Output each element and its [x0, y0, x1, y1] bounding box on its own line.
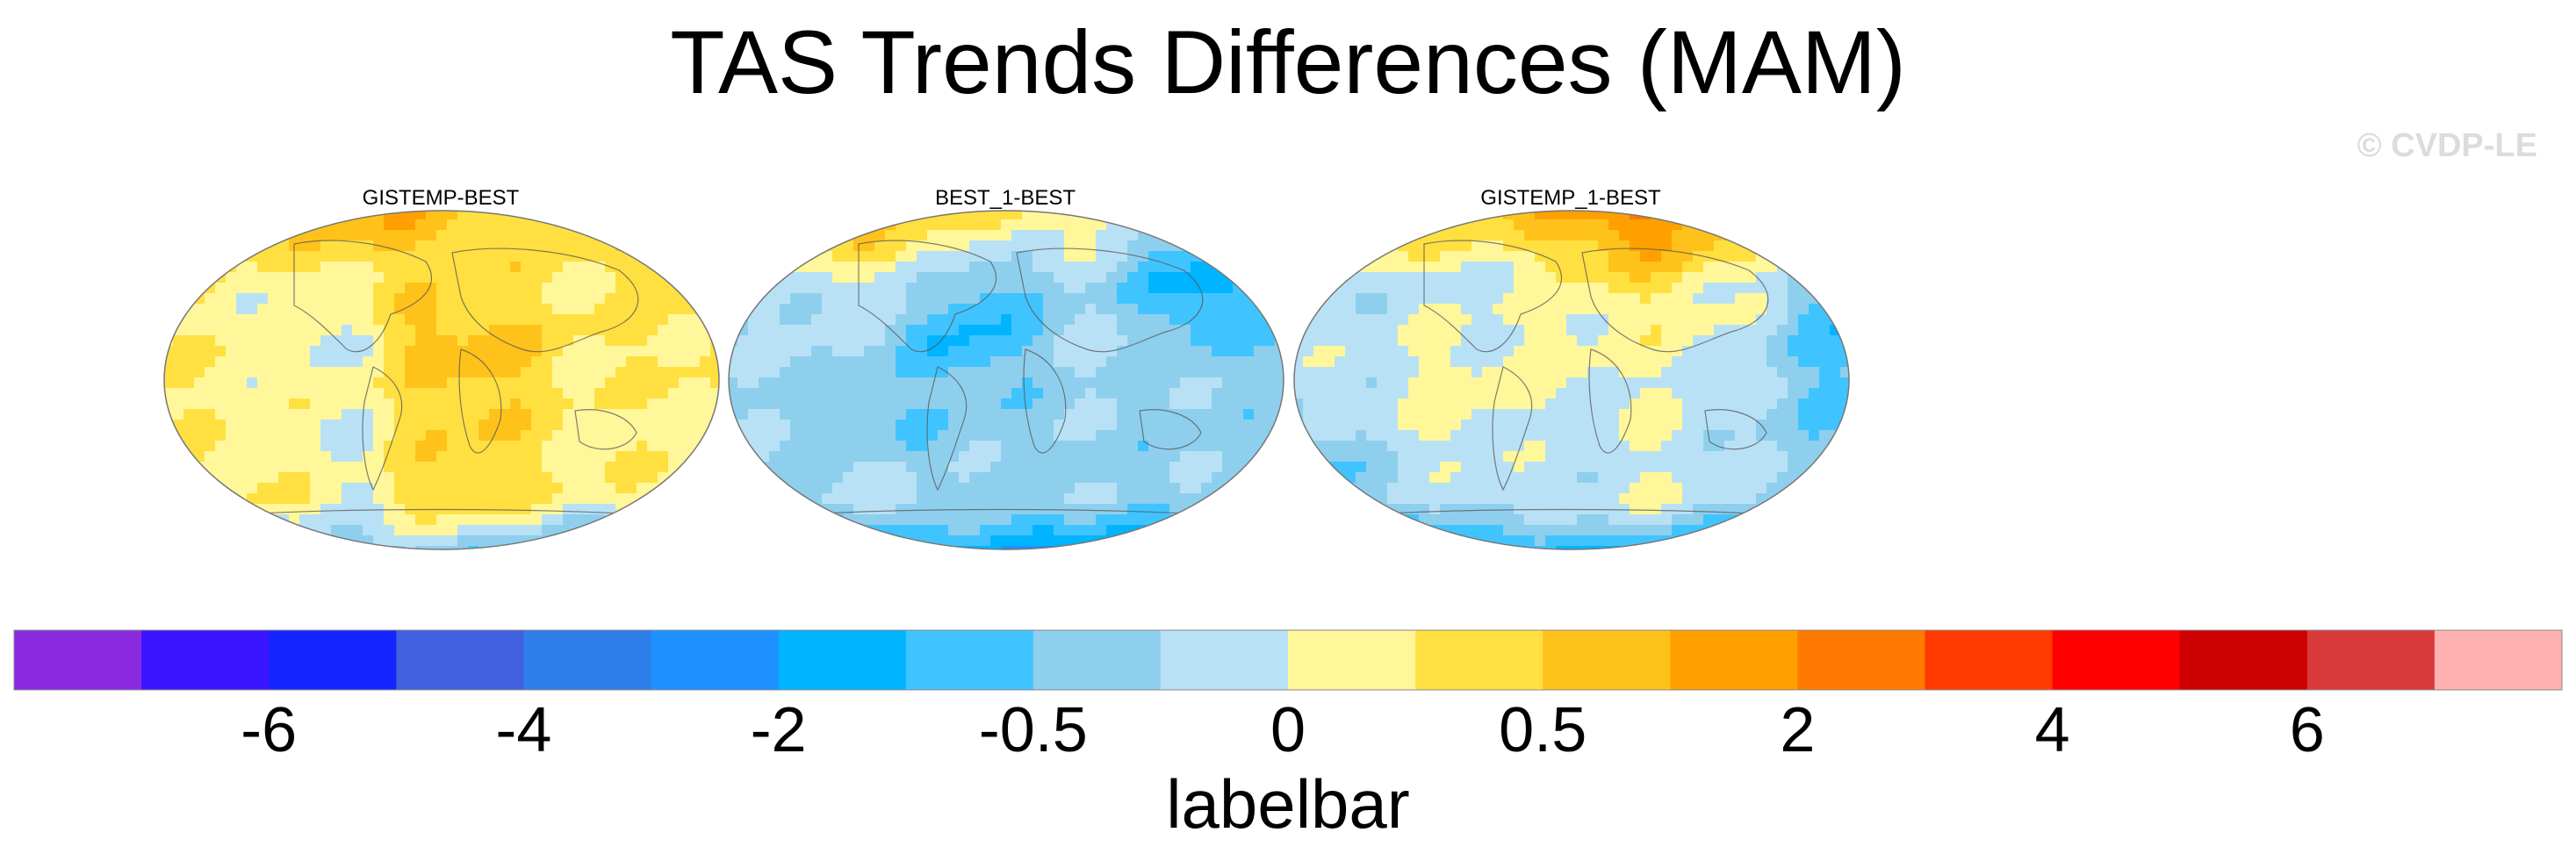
colorbar-tick-label: -0.5 [979, 695, 1088, 765]
colorbar-swatch [778, 630, 907, 690]
colorbar-swatch [905, 630, 1034, 690]
colorbar-swatch [1797, 630, 1925, 690]
colorbar-tick-label: 6 [2290, 695, 2325, 765]
colorbar-swatch [2434, 630, 2563, 690]
map-outline [728, 210, 1284, 550]
colorbar-swatch [1925, 630, 2054, 690]
colorbar-title: labelbar [1166, 765, 1410, 843]
map-outline [163, 210, 720, 550]
colorbar-swatch [1670, 630, 1798, 690]
map-panel-3 [1293, 210, 1850, 550]
colorbar-tick-label: 4 [2035, 695, 2070, 765]
colorbar-swatch [1288, 630, 1416, 690]
colorbar-swatch [1160, 630, 1289, 690]
colorbar-frame [13, 629, 2563, 691]
colorbar-swatch [523, 630, 651, 690]
colorbar-swatch [1415, 630, 1543, 690]
panel-title-3: GISTEMP_1-BEST [1480, 186, 1661, 210]
colorbar-tick-label: -4 [495, 695, 551, 765]
map-outline [1293, 210, 1850, 550]
colorbar-tick-label: 0 [1270, 695, 1306, 765]
colorbar-swatch [141, 630, 270, 690]
page-title: TAS Trends Differences (MAM) [670, 12, 1906, 112]
colorbar-swatch [651, 630, 780, 690]
watermark: © CVDP-LE [2357, 127, 2537, 164]
map-panel-1 [163, 210, 720, 550]
colorbar-swatch [14, 630, 142, 690]
colorbar-swatch [396, 630, 524, 690]
colorbar-tick-label: -6 [241, 695, 297, 765]
colorbar-tick-label: 0.5 [1499, 695, 1587, 765]
colorbar-tick-label: -2 [751, 695, 807, 765]
colorbar-swatch [2306, 630, 2436, 690]
colorbar-swatch [1033, 630, 1162, 690]
panel-title-2: BEST_1-BEST [934, 186, 1076, 210]
colorbar-swatch [2179, 630, 2308, 690]
colorbar-swatch [1543, 630, 1671, 690]
colorbar-swatch [269, 630, 397, 690]
colorbar-swatch [2052, 630, 2181, 690]
map-panel-2 [728, 210, 1284, 550]
colorbar-tick-label: 2 [1780, 695, 1815, 765]
panel-title-1: GISTEMP-BEST [362, 186, 520, 210]
colorbar: -6 -4 -2 -0.5 0 0.5 2 4 6 [13, 629, 2563, 765]
